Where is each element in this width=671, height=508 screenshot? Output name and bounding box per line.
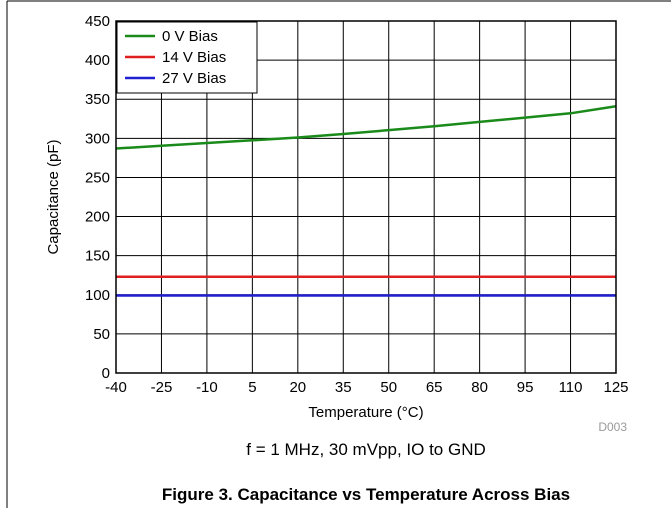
x-tick-label: 50 (380, 379, 397, 396)
y-tick-label: 50 (93, 326, 110, 343)
x-tick-label: 80 (471, 379, 488, 396)
y-axis-ticks: 0 50 100 150 200 250 300 350 400 450 (85, 13, 110, 382)
series-line-0 (115, 105, 617, 150)
y-tick-label: 300 (85, 130, 110, 147)
x-tick-label: 125 (603, 379, 628, 396)
x-tick-label: 95 (517, 379, 534, 396)
y-tick-label: 250 (85, 169, 110, 186)
y-axis-title: Capacitance (pF) (45, 139, 62, 254)
x-tick-label: 65 (426, 379, 443, 396)
x-axis-ticks: -40 -25 -10 5 20 35 50 65 80 95 110 125 (105, 379, 628, 396)
x-tick-label: 5 (248, 379, 256, 396)
plot-area-border (115, 20, 617, 374)
y-tick-label: 150 (85, 248, 110, 265)
x-tick-label: 35 (335, 379, 352, 396)
legend: 0 V Bias 14 V Bias 27 V Bias (116, 21, 258, 94)
series-layer (115, 105, 617, 297)
x-tick-label: -40 (105, 379, 127, 396)
figure-caption: Figure 3. Capacitance vs Temperature Acr… (162, 485, 570, 504)
x-axis-title: Temperature (°C) (308, 404, 423, 421)
y-tick-label: 400 (85, 52, 110, 69)
test-condition-note: f = 1 MHz, 30 mVpp, IO to GND (246, 440, 486, 459)
x-tick-label: 20 (289, 379, 306, 396)
x-tick-label: 110 (559, 379, 583, 396)
y-tick-label: 0 (102, 365, 110, 382)
y-tick-label: 200 (85, 209, 110, 226)
figure-code: D003 (598, 420, 627, 434)
y-tick-label: 100 (85, 287, 110, 304)
legend-label-2: 27 V Bias (162, 70, 226, 87)
x-tick-label: -25 (151, 379, 173, 396)
x-tick-label: -10 (196, 379, 218, 396)
legend-label-0: 0 V Bias (162, 28, 218, 45)
legend-label-1: 14 V Bias (162, 49, 226, 66)
y-tick-label: 350 (85, 91, 110, 108)
y-tick-label: 450 (85, 13, 110, 30)
